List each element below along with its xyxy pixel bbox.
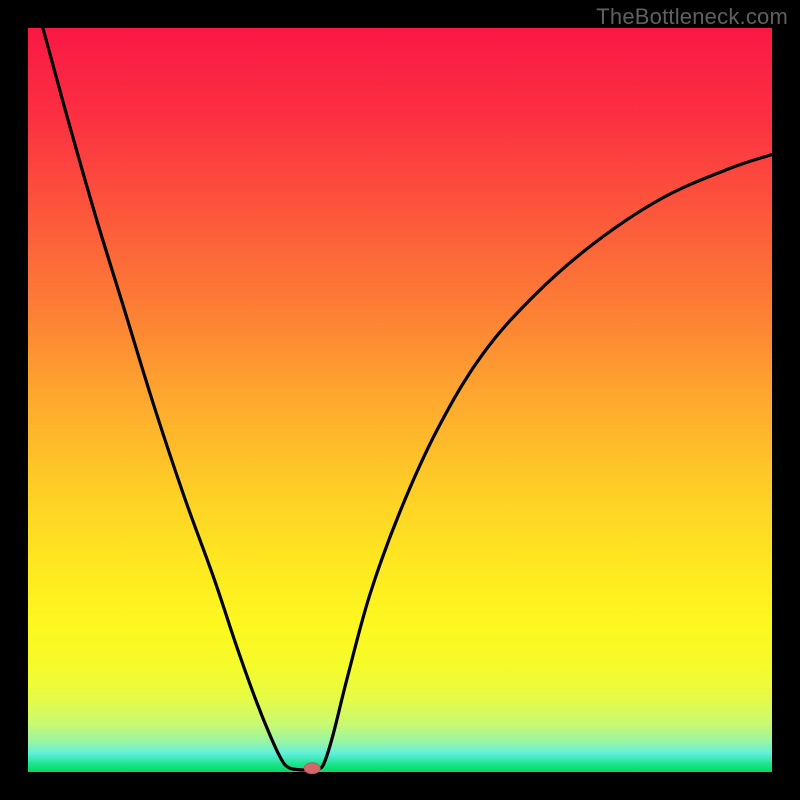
- minimum-marker: [304, 763, 320, 774]
- chart-background: [28, 28, 772, 772]
- bottleneck-chart: [0, 0, 800, 800]
- chart-container: TheBottleneck.com: [0, 0, 800, 800]
- watermark-text: TheBottleneck.com: [596, 4, 788, 30]
